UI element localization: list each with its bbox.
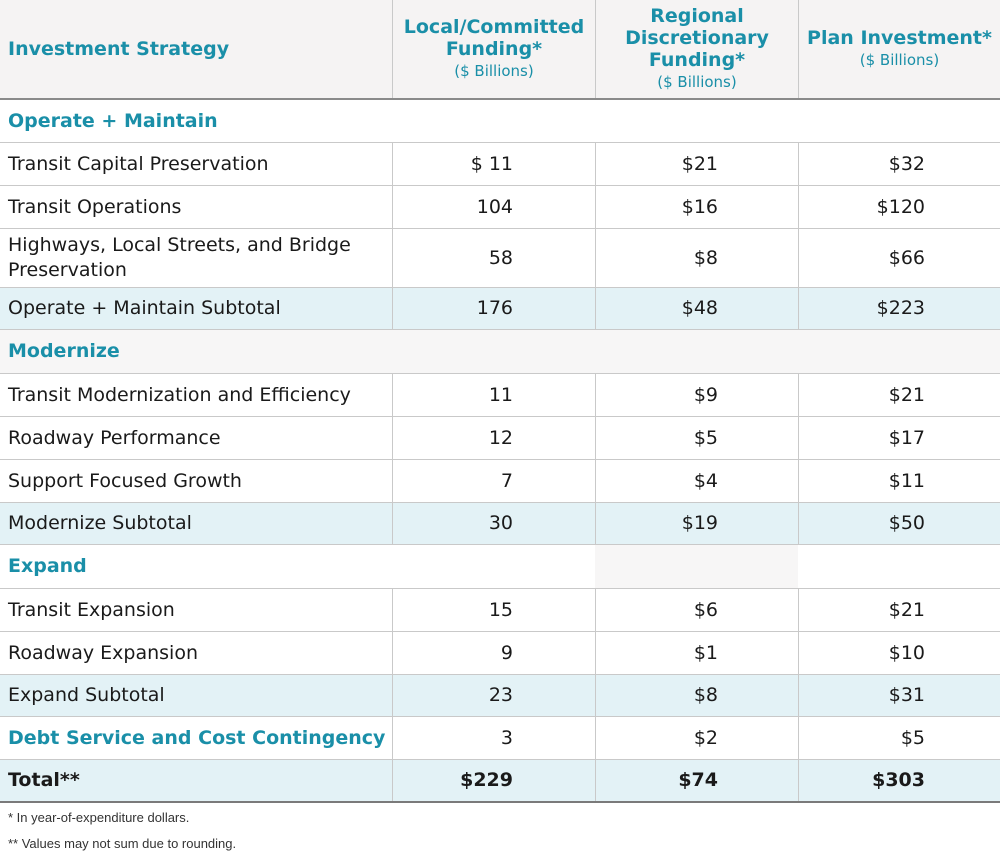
row-label: Roadway Expansion bbox=[8, 641, 198, 664]
regional-value: $21 bbox=[595, 143, 798, 185]
header-regional: Regional Discretionary Funding* ($ Billi… bbox=[595, 0, 798, 98]
regional-value: $19 bbox=[595, 503, 798, 544]
row-label: Operate + Maintain Subtotal bbox=[8, 297, 281, 320]
table-row: Transit Expansion 15 $6 $21 bbox=[0, 589, 1000, 632]
header-regional-title: Regional Discretionary Funding* bbox=[625, 4, 769, 71]
section-modernize: Modernize bbox=[0, 330, 1000, 374]
regional-value: $16 bbox=[595, 186, 798, 228]
regional-value: $74 bbox=[595, 760, 798, 801]
local-value: 58 bbox=[392, 229, 595, 287]
investment-table: Investment Strategy Local/Committed Fund… bbox=[0, 0, 1000, 803]
section-operate-maintain: Operate + Maintain bbox=[0, 100, 1000, 143]
regional-value: $48 bbox=[595, 288, 798, 329]
local-value: 7 bbox=[392, 460, 595, 502]
regional-value: $1 bbox=[595, 632, 798, 674]
regional-value: $6 bbox=[595, 589, 798, 631]
section-label: Expand bbox=[8, 555, 87, 578]
header-local-title: Local/Committed Funding* bbox=[403, 15, 585, 60]
footnote-1: * In year-of-expenditure dollars. bbox=[8, 810, 190, 825]
row-label: Total** bbox=[8, 769, 80, 792]
row-label: Roadway Performance bbox=[8, 426, 221, 449]
regional-value: $4 bbox=[595, 460, 798, 502]
header-local-unit: ($ Billions) bbox=[454, 61, 534, 80]
header-local: Local/Committed Funding* ($ Billions) bbox=[392, 0, 595, 98]
section-expand: Expand bbox=[0, 545, 1000, 589]
table-row: Transit Operations 104 $16 $120 bbox=[0, 186, 1000, 229]
local-value: 176 bbox=[392, 288, 595, 329]
local-value: 3 bbox=[392, 717, 595, 759]
plan-value: $303 bbox=[798, 760, 1000, 801]
header-regional-unit: ($ Billions) bbox=[657, 72, 737, 91]
local-value: 15 bbox=[392, 589, 595, 631]
footnote-2: ** Values may not sum due to rounding. bbox=[8, 836, 237, 851]
plan-value: $21 bbox=[798, 374, 1000, 416]
header-plan: Plan Investment* ($ Billions) bbox=[798, 0, 1000, 98]
table-row: Transit Capital Preservation $ 11 $21 $3… bbox=[0, 143, 1000, 186]
row-label: Highways, Local Streets, and Bridge Pres… bbox=[8, 234, 351, 281]
section-label: Modernize bbox=[8, 340, 120, 363]
plan-value: $17 bbox=[798, 417, 1000, 459]
local-value: 12 bbox=[392, 417, 595, 459]
table-header: Investment Strategy Local/Committed Fund… bbox=[0, 0, 1000, 100]
local-value: 23 bbox=[392, 675, 595, 716]
local-value: 30 bbox=[392, 503, 595, 544]
header-strategy: Investment Strategy bbox=[8, 37, 230, 60]
subtotal-row: Expand Subtotal 23 $8 $31 bbox=[0, 675, 1000, 717]
row-label: Transit Operations bbox=[8, 195, 182, 218]
total-row: Total** $229 $74 $303 bbox=[0, 760, 1000, 803]
plan-value: $66 bbox=[798, 229, 1000, 287]
regional-value: $5 bbox=[595, 417, 798, 459]
subtotal-row: Operate + Maintain Subtotal 176 $48 $223 bbox=[0, 288, 1000, 330]
header-plan-unit: ($ Billions) bbox=[859, 50, 940, 69]
section-label: Operate + Maintain bbox=[8, 109, 218, 132]
regional-value: $9 bbox=[595, 374, 798, 416]
local-value: $229 bbox=[392, 760, 595, 801]
debt-row: Debt Service and Cost Contingency 3 $2 $… bbox=[0, 717, 1000, 760]
plan-value: $32 bbox=[798, 143, 1000, 185]
plan-value: $223 bbox=[798, 288, 1000, 329]
table-row: Support Focused Growth 7 $4 $11 bbox=[0, 460, 1000, 503]
subtotal-row: Modernize Subtotal 30 $19 $50 bbox=[0, 503, 1000, 545]
plan-value: $10 bbox=[798, 632, 1000, 674]
row-label: Transit Capital Preservation bbox=[8, 152, 269, 175]
plan-value: $21 bbox=[798, 589, 1000, 631]
regional-value: $8 bbox=[595, 229, 798, 287]
row-label: Modernize Subtotal bbox=[8, 512, 192, 535]
plan-value: $11 bbox=[798, 460, 1000, 502]
plan-value: $31 bbox=[798, 675, 1000, 716]
plan-value: $5 bbox=[798, 717, 1000, 759]
local-value: 104 bbox=[392, 186, 595, 228]
footnotes: * In year-of-expenditure dollars. ** Val… bbox=[8, 808, 236, 854]
row-label: Support Focused Growth bbox=[8, 469, 242, 492]
local-value: 11 bbox=[392, 374, 595, 416]
row-label: Transit Expansion bbox=[8, 598, 175, 621]
header-plan-title: Plan Investment* bbox=[807, 26, 992, 49]
local-value: 9 bbox=[392, 632, 595, 674]
table-row: Transit Modernization and Efficiency 11 … bbox=[0, 374, 1000, 417]
regional-value: $2 bbox=[595, 717, 798, 759]
local-value: $ 11 bbox=[392, 143, 595, 185]
plan-value: $120 bbox=[798, 186, 1000, 228]
table-row: Roadway Expansion 9 $1 $10 bbox=[0, 632, 1000, 675]
plan-value: $50 bbox=[798, 503, 1000, 544]
row-label: Transit Modernization and Efficiency bbox=[8, 383, 351, 406]
table-row: Highways, Local Streets, and Bridge Pres… bbox=[0, 229, 1000, 288]
row-label: Debt Service and Cost Contingency bbox=[8, 726, 386, 749]
row-label: Expand Subtotal bbox=[8, 684, 165, 707]
regional-value: $8 bbox=[595, 675, 798, 716]
table-row: Roadway Performance 12 $5 $17 bbox=[0, 417, 1000, 460]
